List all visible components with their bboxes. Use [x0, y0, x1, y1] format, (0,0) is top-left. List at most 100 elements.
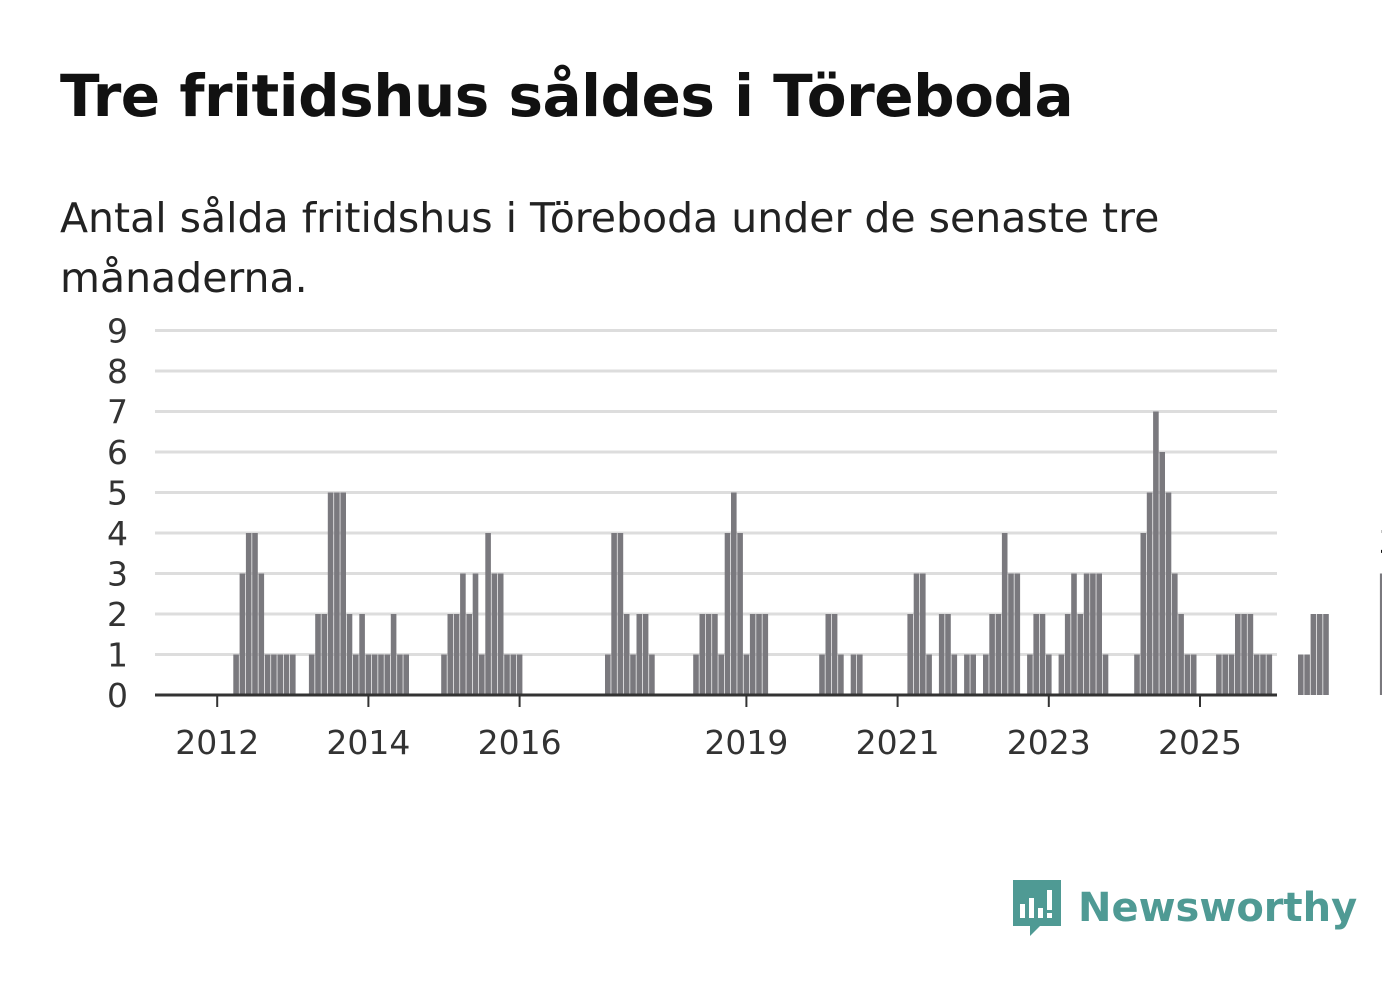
bar [712, 614, 718, 695]
bar [1216, 654, 1222, 695]
bar [252, 533, 258, 695]
bar [1077, 614, 1084, 695]
x-tick-label: 2023 [1007, 723, 1091, 762]
bar [485, 533, 491, 695]
bar [239, 573, 246, 695]
bar [390, 614, 397, 695]
bar [479, 654, 485, 695]
bar [245, 533, 252, 695]
bar [397, 654, 403, 695]
bar [516, 654, 523, 695]
bar [504, 654, 510, 695]
bar [623, 614, 630, 695]
bar [831, 614, 838, 695]
y-tick-label: 5 [107, 474, 128, 513]
bar [510, 654, 517, 695]
brand-name: Newsworthy [1078, 885, 1358, 931]
bar [737, 533, 743, 695]
bar [1064, 614, 1071, 695]
bar [731, 492, 737, 695]
bar [1222, 654, 1228, 695]
bar [1304, 654, 1310, 695]
bar [327, 492, 334, 695]
bar [1172, 573, 1178, 695]
bar [838, 654, 844, 695]
bar [705, 614, 712, 695]
value-annotation: 3 [1379, 523, 1382, 562]
bar [756, 614, 762, 695]
bar [403, 654, 409, 695]
bar [441, 654, 447, 695]
annotations: 3 [1379, 523, 1382, 562]
bar [1134, 654, 1140, 695]
bar [762, 614, 769, 695]
bar [1266, 654, 1273, 695]
bar [951, 654, 958, 695]
bar [983, 654, 989, 695]
bar [1184, 654, 1191, 695]
bar [1001, 533, 1008, 695]
bar [611, 533, 617, 695]
y-tick-label: 0 [107, 676, 128, 715]
bar [1008, 573, 1014, 695]
bar [258, 573, 265, 695]
bar [460, 573, 466, 695]
bar [1298, 654, 1304, 695]
bar [749, 614, 756, 695]
bar [290, 654, 296, 695]
bar [1159, 452, 1165, 695]
bar [1058, 654, 1065, 695]
bar [1090, 573, 1096, 695]
bar [1316, 614, 1323, 695]
bar [964, 654, 970, 695]
bar [491, 573, 498, 695]
bar [1379, 573, 1382, 695]
bar [920, 573, 926, 695]
bar [378, 654, 384, 695]
bar [926, 654, 932, 695]
bar [353, 654, 359, 695]
newsworthy-logo-icon [1013, 880, 1061, 936]
bar [995, 614, 1002, 695]
y-tick-label: 4 [107, 514, 128, 553]
bar [1190, 654, 1197, 695]
bar [384, 654, 391, 695]
bars [233, 411, 1382, 695]
bar [315, 614, 321, 695]
bar [857, 654, 863, 695]
bar [718, 654, 724, 695]
bar [636, 614, 643, 695]
bar [472, 573, 479, 695]
bar [1014, 573, 1021, 695]
bar [1140, 533, 1147, 695]
x-tick-label: 2014 [326, 723, 410, 762]
bar [346, 614, 353, 695]
bar [1247, 614, 1254, 695]
bar [630, 654, 636, 695]
bar [693, 654, 699, 695]
bar [1235, 614, 1241, 695]
chart-title: Tre fritidshus såldes i Töreboda [60, 62, 1074, 130]
bar [277, 654, 283, 695]
bar [308, 654, 315, 695]
bar [264, 654, 271, 695]
bar [642, 614, 649, 695]
bar [819, 654, 825, 695]
bar [724, 533, 731, 695]
bar [1083, 573, 1090, 695]
bar [938, 614, 945, 695]
bar [1071, 573, 1077, 695]
bar [371, 654, 378, 695]
y-tick-label: 6 [107, 433, 128, 472]
bar [233, 654, 239, 695]
grid-lines [155, 329, 1277, 656]
x-axis-ticks: 2012 2014 2016 2019 2021 2023 2025 [155, 693, 1277, 762]
newsworthy-logo[interactable]: Newsworthy [1010, 878, 1357, 938]
bar [359, 614, 365, 695]
bar [1153, 411, 1159, 695]
bar [850, 654, 857, 695]
bar [825, 614, 832, 695]
bar [321, 614, 328, 695]
